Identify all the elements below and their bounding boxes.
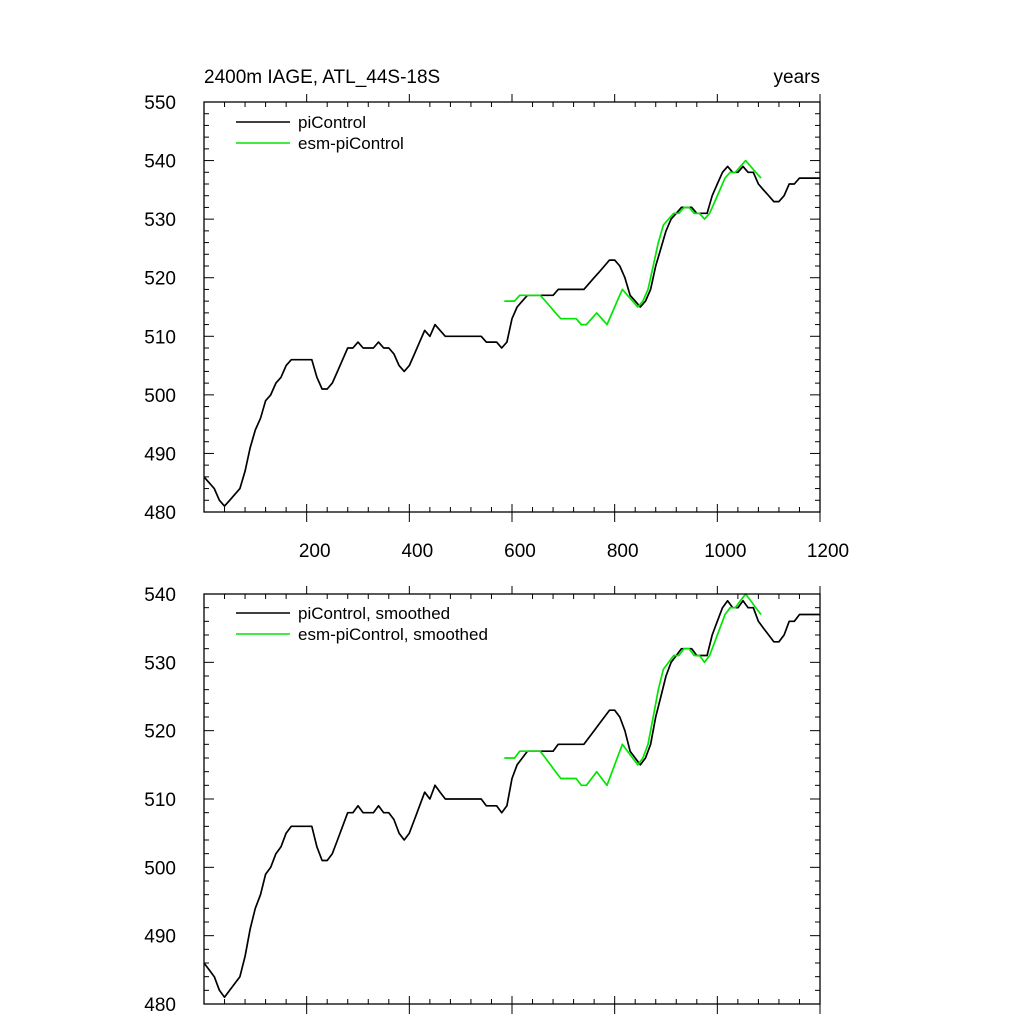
legend-label-esm-picontrol: esm-piControl xyxy=(298,134,404,153)
legend: piControl esm-piControl xyxy=(236,113,404,153)
x-tick-label: 800 xyxy=(607,541,639,562)
chart-title: 2400m IAGE, ATL_44S-18S xyxy=(204,67,440,88)
series-group xyxy=(203,593,820,999)
y-tick-label: 480 xyxy=(144,503,176,524)
y-tick-label: 510 xyxy=(144,790,176,811)
y-ticks: 480 490 500 510 520 530 540 xyxy=(144,585,820,1016)
series-group xyxy=(203,159,820,507)
series-line-esm-picontrol-smoothed xyxy=(504,593,762,787)
y-tick-label: 530 xyxy=(144,210,176,231)
x-tick-label: 1000 xyxy=(704,541,746,562)
legend: piControl, smoothed esm-piControl, smoot… xyxy=(236,604,488,644)
y-tick-label: 530 xyxy=(144,653,176,674)
series-line-picontrol-smoothed xyxy=(203,599,820,999)
y-tick-label: 480 xyxy=(144,995,176,1016)
y-tick-label: 520 xyxy=(144,269,176,290)
plot-frame xyxy=(203,593,821,1005)
y-tick-label: 510 xyxy=(144,327,176,348)
bottom-panel: 480 490 500 510 520 530 540 piControl, smoothe… xyxy=(144,585,821,1016)
y-tick-label: 540 xyxy=(144,585,176,606)
y-tick-label: 500 xyxy=(144,858,176,879)
y-tick-label: 550 xyxy=(144,93,176,114)
y-tick-label: 490 xyxy=(144,444,176,465)
y-tick-label: 520 xyxy=(144,722,176,743)
x-tick-label: 400 xyxy=(401,541,433,562)
y-tick-label: 540 xyxy=(144,152,176,173)
x-tick-label: 1200 xyxy=(807,541,849,562)
plot-frame xyxy=(203,101,821,513)
top-panel: 2400m IAGE, ATL_44S-18S years 480 490 500 5… xyxy=(144,67,849,562)
series-line-picontrol xyxy=(203,165,820,507)
x-ticks: 200 400 600 800 1000 1200 xyxy=(224,94,849,562)
legend-label-picontrol-smoothed: piControl, smoothed xyxy=(298,604,450,623)
legend-label-esm-picontrol-smoothed: esm-piControl, smoothed xyxy=(298,625,488,644)
x-ticks xyxy=(224,586,821,1014)
years-label: years xyxy=(774,67,820,88)
x-tick-label: 600 xyxy=(504,541,536,562)
y-tick-label: 500 xyxy=(144,386,176,407)
series-line-esm-picontrol xyxy=(504,159,762,326)
y-tick-label: 490 xyxy=(144,927,176,948)
legend-label-picontrol: piControl xyxy=(298,113,366,132)
x-tick-label: 200 xyxy=(299,541,331,562)
y-ticks: 480 490 500 510 520 530 540 550 xyxy=(144,93,820,524)
